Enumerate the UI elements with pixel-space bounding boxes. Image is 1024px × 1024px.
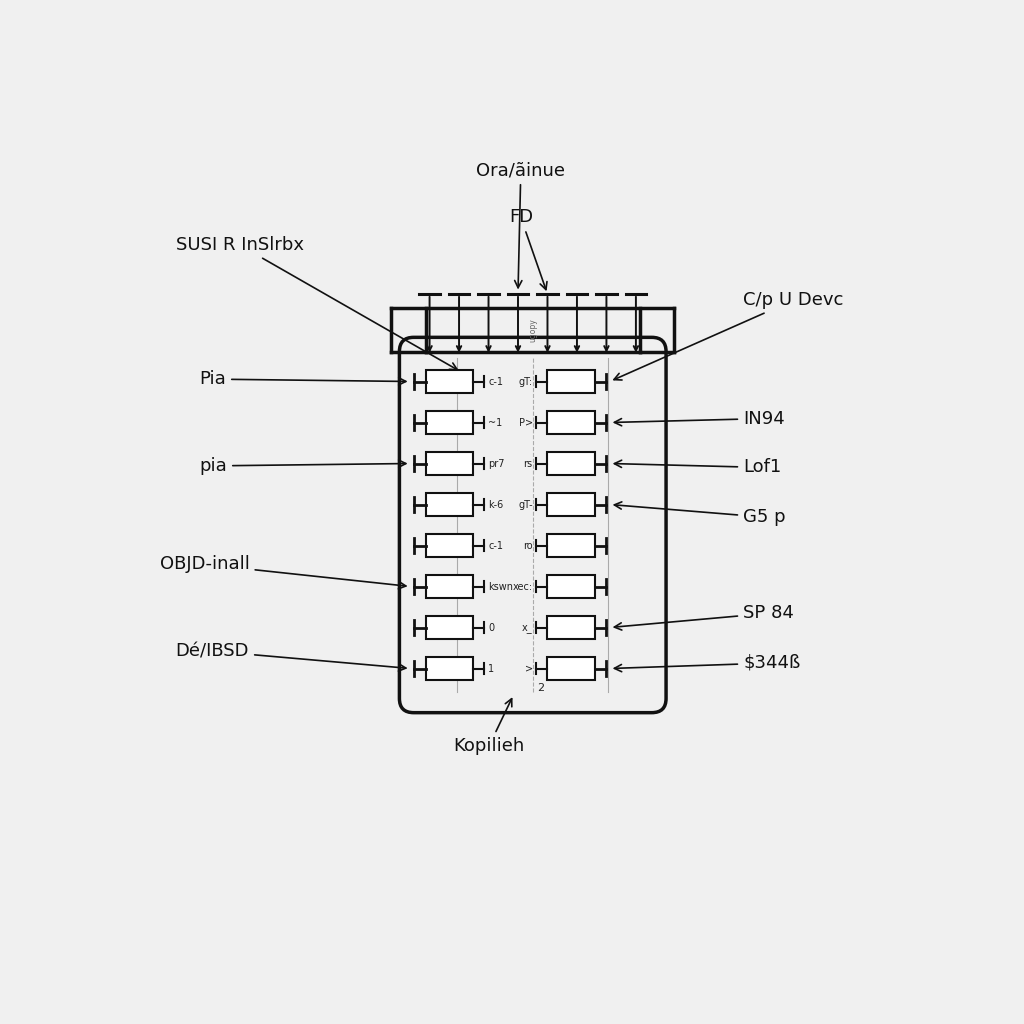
Text: ~1: ~1 [488,418,503,427]
Text: SUSI R InSlrbx: SUSI R InSlrbx [176,237,458,370]
Text: FD: FD [509,209,547,290]
Text: SP 84: SP 84 [614,604,794,630]
Bar [426,493,473,516]
Text: pia: pia [200,457,406,475]
Text: Lof1: Lof1 [614,459,781,476]
Bar [426,534,473,557]
Text: pr7: pr7 [488,459,505,469]
Text: gT-: gT- [518,500,532,510]
Bar [426,656,473,680]
Text: x_: x_ [522,623,532,633]
Bar [426,574,473,598]
Bar [547,615,595,639]
Bar [547,493,595,516]
Bar [547,574,595,598]
Text: P>: P> [518,418,532,427]
Text: >: > [524,664,532,674]
Text: C/p U Devc: C/p U Devc [614,291,844,380]
Text: ro: ro [523,541,532,551]
Text: kswn: kswn [488,582,513,592]
Bar [426,411,473,434]
Text: IN94: IN94 [614,410,784,428]
Text: $344ß: $344ß [614,654,801,672]
Text: 0: 0 [488,623,495,633]
Text: Ora/ãinue: Ora/ãinue [476,161,565,288]
Bar [426,615,473,639]
Bar [426,370,473,393]
Text: xec:: xec: [513,582,532,592]
Text: OBJD-inall: OBJD-inall [160,555,406,589]
Text: 2: 2 [537,683,544,692]
Text: k-6: k-6 [488,500,504,510]
Text: G5 p: G5 p [614,502,785,526]
Bar [547,656,595,680]
Bar [547,370,595,393]
Bar [547,411,595,434]
Text: 1: 1 [488,664,495,674]
Text: Dé/IBSD: Dé/IBSD [176,642,406,671]
Text: gT:: gT: [518,377,532,386]
Text: c-1: c-1 [488,377,503,386]
Bar [426,452,473,475]
Text: rs: rs [523,459,532,469]
Bar [547,452,595,475]
Text: c-1: c-1 [488,541,503,551]
Text: Pia: Pia [200,370,406,388]
Text: Kopilieh: Kopilieh [454,698,524,755]
Text: ugopy: ugopy [528,318,538,342]
Bar [547,534,595,557]
